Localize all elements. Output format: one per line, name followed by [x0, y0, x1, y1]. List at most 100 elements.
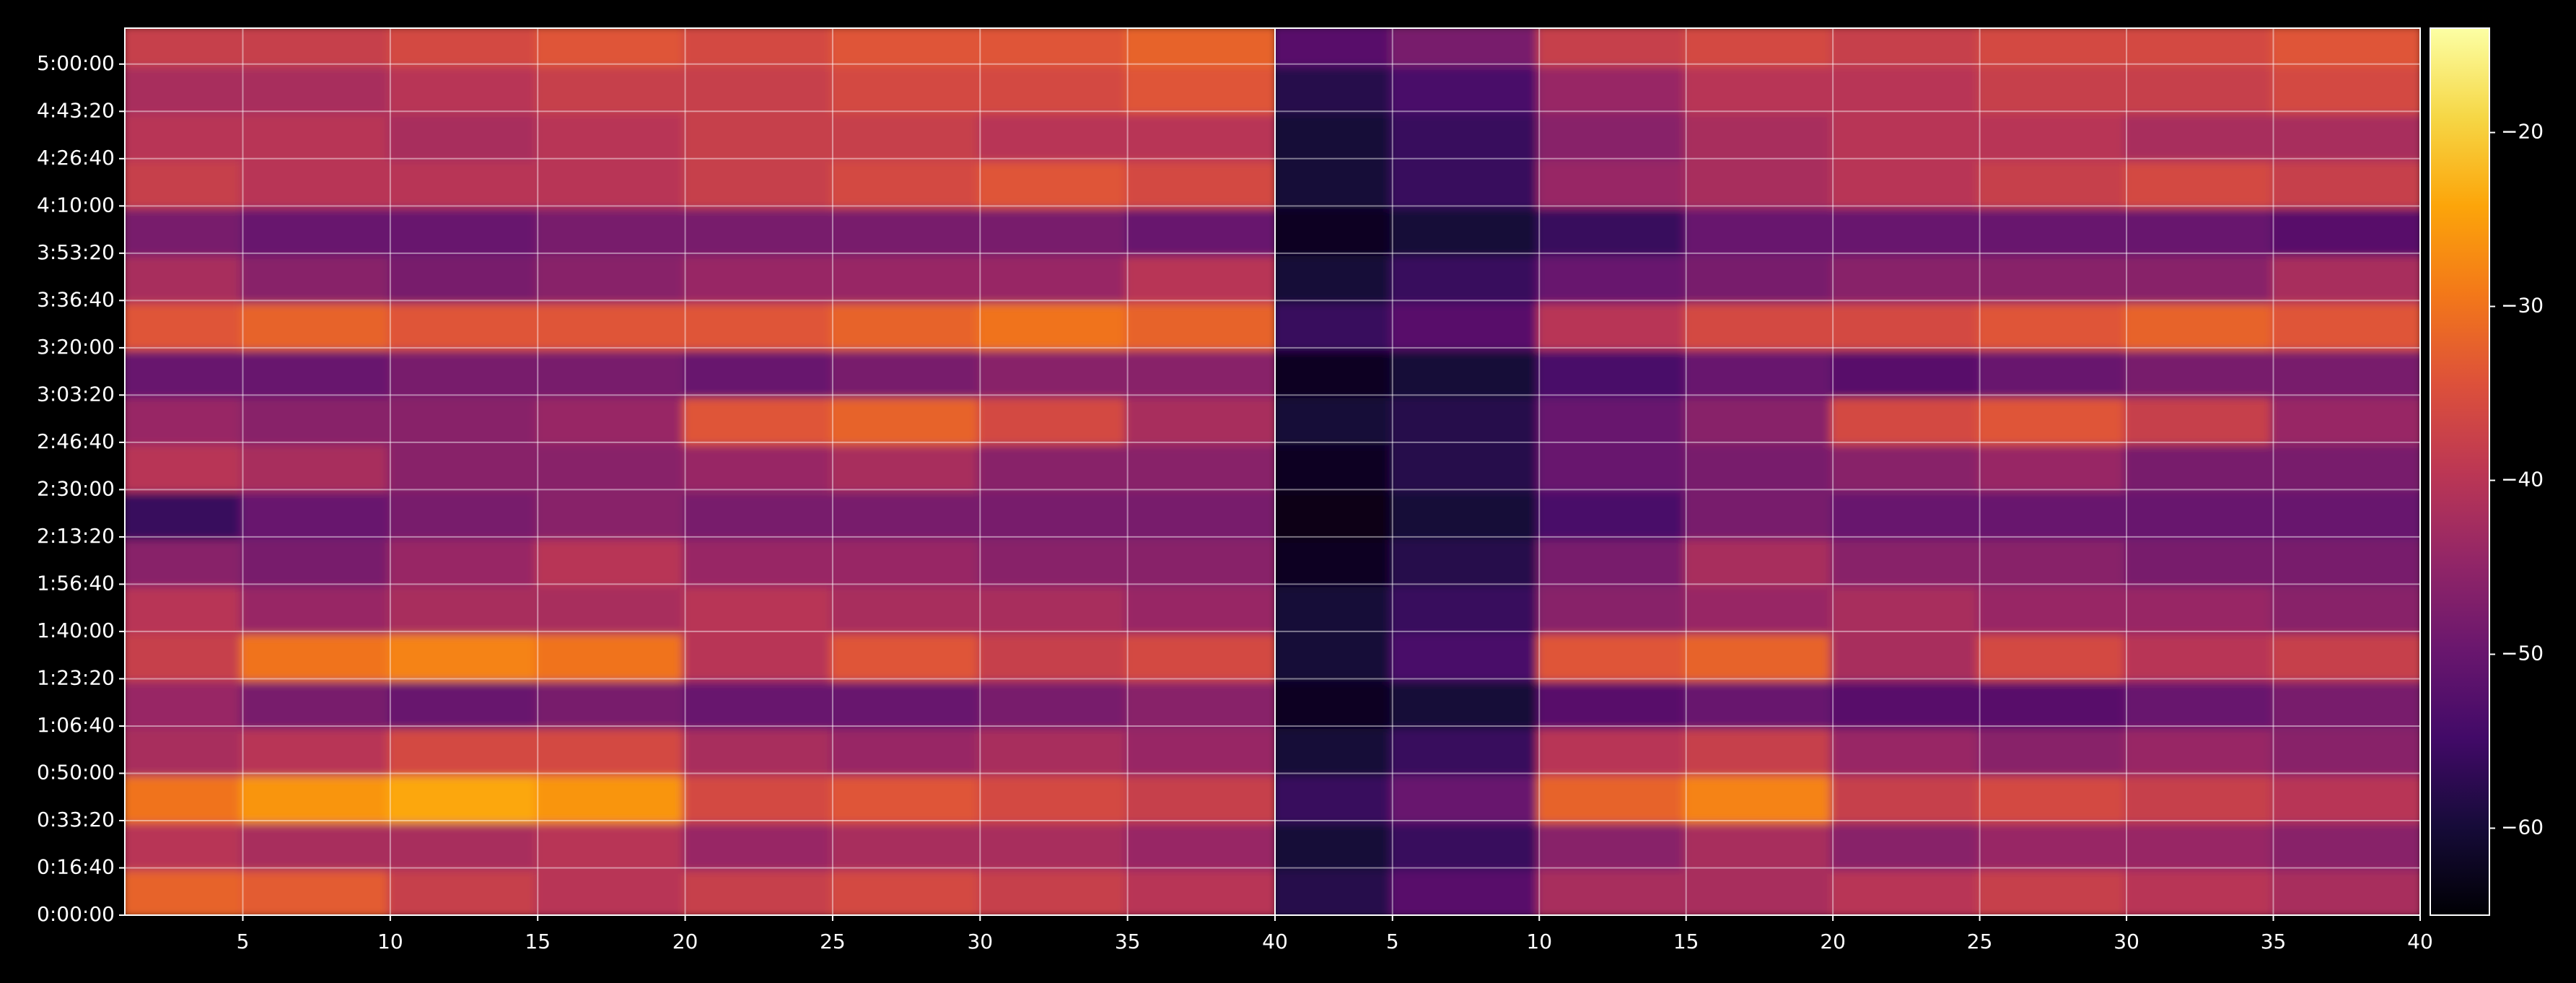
- heat-cell: [829, 581, 983, 634]
- heat-cell: [1536, 344, 1689, 398]
- heat-cell: [1124, 533, 1275, 587]
- heat-cell: [1830, 108, 1983, 162]
- heat-cell: [1389, 770, 1543, 823]
- y-tick-label: 2:30:00: [37, 476, 115, 500]
- heat-cell: [682, 533, 836, 587]
- heat-cell: [682, 250, 836, 304]
- heat-cell: [1830, 628, 1983, 682]
- heat-cell: [2270, 344, 2420, 398]
- heat-cell: [829, 155, 983, 209]
- heat-cell: [977, 817, 1131, 871]
- heat-cell: [125, 203, 246, 256]
- heat-cell: [2270, 392, 2420, 445]
- heat-cell: [682, 581, 836, 634]
- heat-cell: [387, 203, 541, 256]
- heat-cell: [2270, 250, 2420, 304]
- heat-cell: [1976, 439, 2130, 493]
- heat-cell: [2124, 770, 2277, 823]
- heat-cell: [2270, 486, 2420, 540]
- heat-cell: [1976, 203, 2130, 256]
- heat-cell: [240, 865, 393, 915]
- heat-cell: [387, 581, 541, 634]
- heat-cell: [125, 155, 246, 209]
- x-tick-label: 5: [237, 930, 250, 953]
- heat-cell: [1389, 817, 1543, 871]
- heat-cell: [2270, 108, 2420, 162]
- heat-cell: [682, 203, 836, 256]
- y-tick-label: 2:13:20: [37, 524, 115, 548]
- heat-cell: [2124, 439, 2277, 493]
- heat-cell: [125, 865, 246, 915]
- y-tick-label: 4:26:40: [37, 146, 115, 170]
- heat-cell: [1389, 344, 1543, 398]
- heat-cell: [1830, 817, 1983, 871]
- heat-cell: [1976, 770, 2130, 823]
- heat-cell: [1683, 676, 1836, 729]
- heat-cell: [1830, 770, 1983, 823]
- heat-cell: [1830, 676, 1983, 729]
- heat-cell: [1389, 297, 1543, 351]
- heat-cell: [829, 61, 983, 115]
- heat-cell: [2270, 628, 2420, 682]
- y-tick-label: 3:36:40: [37, 287, 115, 311]
- heat-cell: [977, 770, 1131, 823]
- heat-cell: [1976, 28, 2130, 67]
- heat-cell: [682, 486, 836, 540]
- heat-cell: [535, 722, 688, 777]
- heat-cell: [387, 817, 541, 871]
- heat-cell: [1683, 297, 1836, 351]
- heat-cell: [1536, 392, 1689, 445]
- heat-cell: [682, 722, 836, 777]
- heat-cell: [1976, 392, 2130, 445]
- heat-cell: [1976, 628, 2130, 682]
- heat-cell: [387, 439, 541, 493]
- heat-cell: [240, 581, 393, 634]
- heat-cell: [1275, 722, 1396, 777]
- heat-cell: [2124, 722, 2277, 777]
- heat-cell: [125, 108, 246, 162]
- heat-cell: [682, 344, 836, 398]
- heat-cell: [535, 155, 688, 209]
- heat-cell: [829, 203, 983, 256]
- heat-cell: [125, 439, 246, 493]
- heat-cell: [1124, 344, 1275, 398]
- heat-cell: [2270, 581, 2420, 634]
- heat-cell: [1536, 676, 1689, 729]
- heat-cell: [1389, 439, 1543, 493]
- heat-cell: [387, 770, 541, 823]
- y-tick-label: 0:16:40: [37, 855, 115, 878]
- heat-cell: [1536, 439, 1689, 493]
- heat-cell: [1275, 439, 1396, 493]
- heat-cell: [1683, 439, 1836, 493]
- heat-cell: [977, 676, 1131, 729]
- heat-cell: [1536, 722, 1689, 777]
- y-tick-label: 5:00:00: [37, 51, 115, 75]
- heat-cell: [682, 297, 836, 351]
- heat-cell: [977, 533, 1131, 587]
- heat-cell: [2124, 676, 2277, 729]
- heat-cell: [977, 61, 1131, 115]
- heat-cell: [1389, 865, 1543, 915]
- heat-cell: [387, 250, 541, 304]
- x-tick-label: 25: [820, 930, 846, 953]
- heat-cell: [535, 392, 688, 445]
- x-tick-label: 15: [1673, 930, 1699, 953]
- heat-cell: [535, 108, 688, 162]
- heat-cell: [829, 486, 983, 540]
- heat-cell: [1683, 817, 1836, 871]
- heat-cell: [682, 28, 836, 67]
- heat-cell: [387, 392, 541, 445]
- heat-cell: [829, 817, 983, 871]
- x-tick-label: 10: [377, 930, 403, 953]
- heat-cell: [1124, 486, 1275, 540]
- heat-cell: [1830, 155, 1983, 209]
- heat-cell: [829, 28, 983, 67]
- colorbar-tick-label: −60: [2501, 816, 2544, 839]
- heat-cell: [535, 628, 688, 682]
- heat-cell: [535, 250, 688, 304]
- heat-cell: [387, 344, 541, 398]
- heat-cell: [535, 203, 688, 256]
- y-tick-label: 4:10:00: [37, 193, 115, 217]
- heat-cell: [829, 676, 983, 729]
- y-tick-label: 1:23:20: [37, 665, 115, 689]
